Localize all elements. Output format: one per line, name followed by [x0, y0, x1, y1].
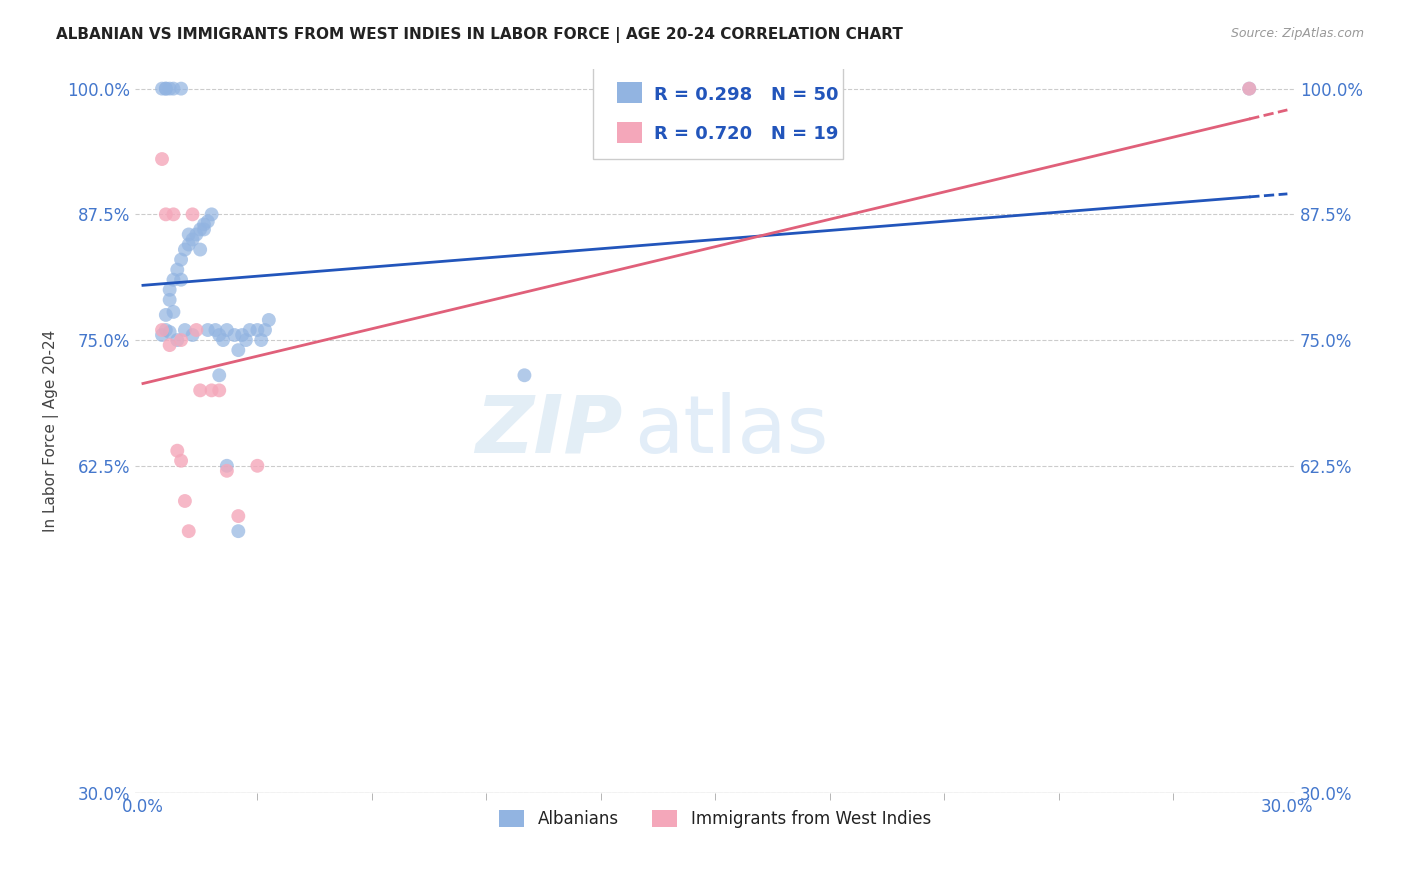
- Point: [215, 458, 238, 473]
- Point: [193, 222, 215, 236]
- Point: [174, 323, 197, 337]
- Point: [215, 323, 238, 337]
- Point: [224, 328, 246, 343]
- Point: [239, 323, 262, 337]
- Point: [246, 323, 269, 337]
- Bar: [617, 121, 643, 143]
- Legend: Albanians, Immigrants from West Indies: Albanians, Immigrants from West Indies: [494, 804, 938, 835]
- Point: [159, 325, 181, 339]
- Point: [231, 328, 253, 343]
- Point: [197, 323, 219, 337]
- Point: [208, 368, 231, 383]
- Point: [159, 283, 181, 297]
- Point: [177, 237, 200, 252]
- Point: [226, 509, 249, 524]
- Point: [166, 443, 188, 458]
- Point: [201, 207, 224, 221]
- Point: [201, 384, 224, 398]
- Point: [193, 218, 215, 232]
- Text: ZIP: ZIP: [475, 392, 623, 469]
- Point: [162, 305, 184, 319]
- Text: R = 0.720   N = 19: R = 0.720 N = 19: [654, 126, 838, 144]
- Point: [159, 293, 181, 307]
- Point: [170, 454, 193, 468]
- Point: [250, 333, 273, 347]
- Point: [253, 323, 276, 337]
- Point: [186, 323, 208, 337]
- Bar: [617, 82, 643, 103]
- Point: [162, 273, 184, 287]
- Text: Source: ZipAtlas.com: Source: ZipAtlas.com: [1230, 27, 1364, 40]
- Point: [170, 273, 193, 287]
- Point: [208, 384, 231, 398]
- Point: [186, 227, 208, 242]
- Point: [177, 227, 200, 242]
- Point: [150, 323, 173, 337]
- Point: [170, 333, 193, 347]
- Point: [181, 207, 204, 221]
- Point: [177, 524, 200, 538]
- Point: [162, 207, 184, 221]
- Point: [170, 252, 193, 267]
- Point: [170, 81, 193, 95]
- Point: [226, 343, 249, 358]
- Point: [188, 222, 211, 236]
- Text: R = 0.298   N = 50: R = 0.298 N = 50: [654, 86, 838, 103]
- Point: [162, 81, 184, 95]
- FancyBboxPatch shape: [593, 62, 842, 159]
- Point: [212, 333, 235, 347]
- Point: [155, 207, 177, 221]
- Point: [174, 243, 197, 257]
- Point: [1239, 81, 1261, 95]
- Point: [150, 152, 173, 166]
- Point: [204, 323, 226, 337]
- Point: [166, 333, 188, 347]
- Point: [188, 243, 211, 257]
- Point: [181, 328, 204, 343]
- Point: [208, 328, 231, 343]
- Point: [215, 464, 238, 478]
- Point: [155, 81, 177, 95]
- Y-axis label: In Labor Force | Age 20-24: In Labor Force | Age 20-24: [44, 329, 59, 532]
- Point: [150, 328, 173, 343]
- Point: [155, 323, 177, 337]
- Point: [235, 333, 257, 347]
- Point: [197, 214, 219, 228]
- Point: [159, 81, 181, 95]
- Point: [150, 81, 173, 95]
- Text: atlas: atlas: [634, 392, 828, 469]
- Point: [174, 494, 197, 508]
- Point: [188, 384, 211, 398]
- Point: [226, 524, 249, 538]
- Point: [257, 313, 280, 327]
- Point: [159, 338, 181, 352]
- Point: [155, 81, 177, 95]
- Point: [513, 368, 536, 383]
- Text: ALBANIAN VS IMMIGRANTS FROM WEST INDIES IN LABOR FORCE | AGE 20-24 CORRELATION C: ALBANIAN VS IMMIGRANTS FROM WEST INDIES …: [56, 27, 903, 43]
- Point: [166, 262, 188, 277]
- Point: [246, 458, 269, 473]
- Point: [181, 232, 204, 246]
- Point: [1239, 81, 1261, 95]
- Point: [155, 308, 177, 322]
